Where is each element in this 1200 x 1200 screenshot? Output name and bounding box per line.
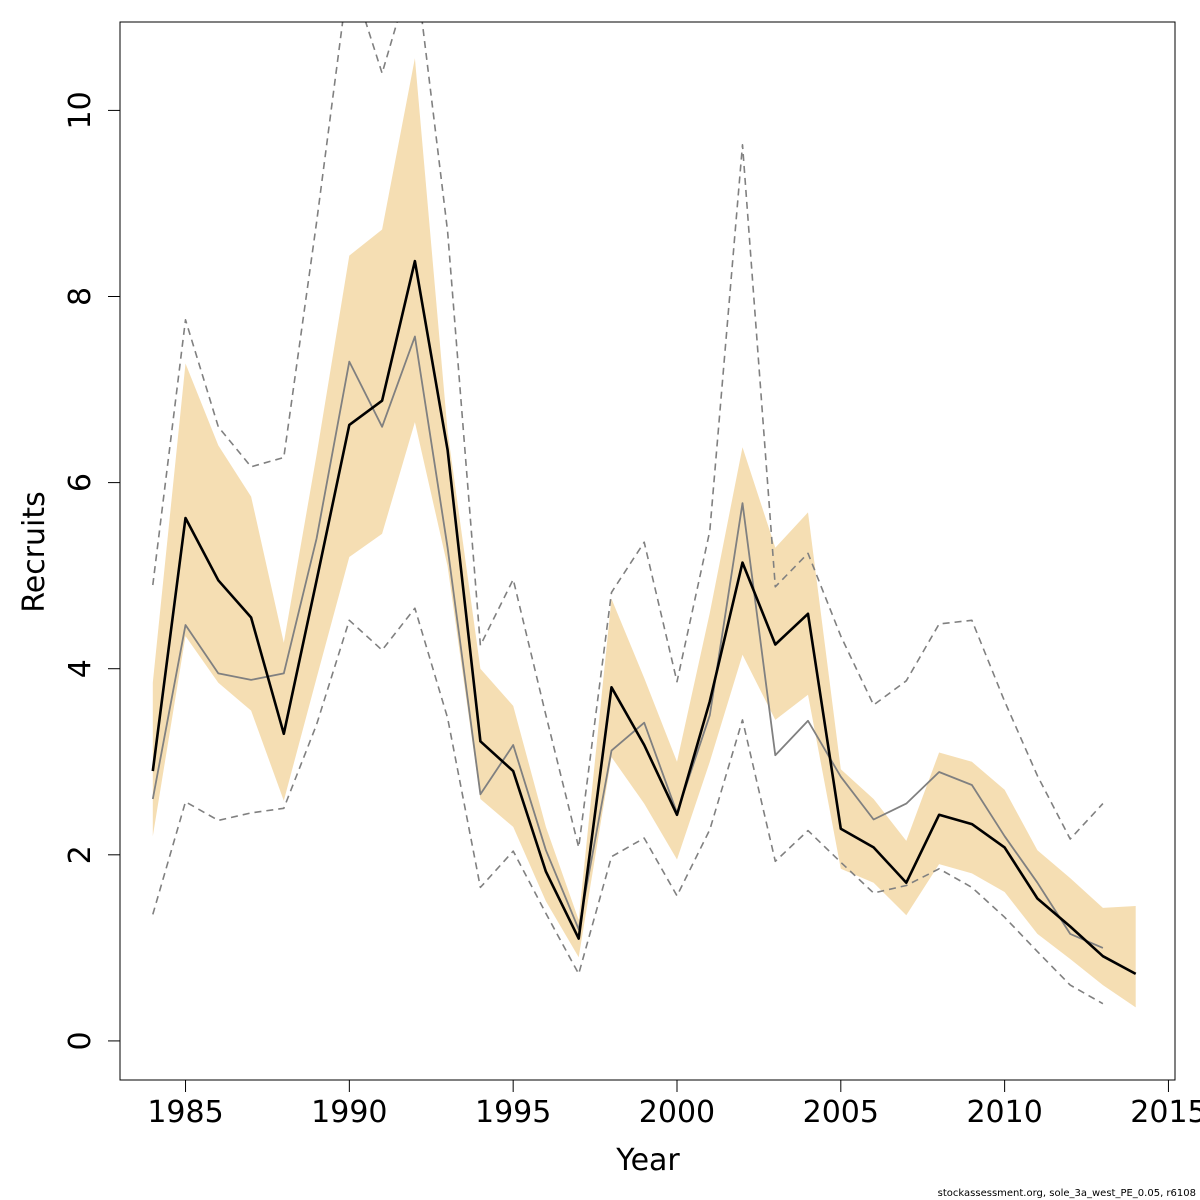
x-tick-label: 1985 xyxy=(147,1095,223,1130)
previous-upper-ci-line xyxy=(152,22,1104,849)
x-tick-label: 2010 xyxy=(966,1095,1042,1130)
x-tick-label: 2000 xyxy=(639,1095,715,1130)
x-tick-label: 2015 xyxy=(1130,1095,1200,1130)
previous-lower-ci-line xyxy=(152,607,1104,1005)
x-tick-label: 1990 xyxy=(311,1095,387,1130)
x-axis-title: Year xyxy=(615,1143,680,1178)
plot-frame xyxy=(119,21,1176,1081)
previous-estimate-line xyxy=(151,335,1104,949)
y-tick-label: 10 xyxy=(63,91,98,129)
y-tick-label: 0 xyxy=(63,1031,98,1050)
y-tick-label: 2 xyxy=(63,845,98,864)
x-tick-label: 1995 xyxy=(475,1095,551,1130)
y-tick-label: 8 xyxy=(63,287,98,306)
estimate-line xyxy=(151,259,1137,976)
y-tick-label: 6 xyxy=(63,473,98,492)
confidence-band xyxy=(152,58,1136,1008)
footer-note: stockassessment.org, sole_3a_west_PE_0.0… xyxy=(938,1188,1196,1199)
x-tick-label: 2005 xyxy=(803,1095,879,1130)
y-axis-title: Recruits xyxy=(17,491,52,613)
y-tick-label: 4 xyxy=(63,659,98,678)
